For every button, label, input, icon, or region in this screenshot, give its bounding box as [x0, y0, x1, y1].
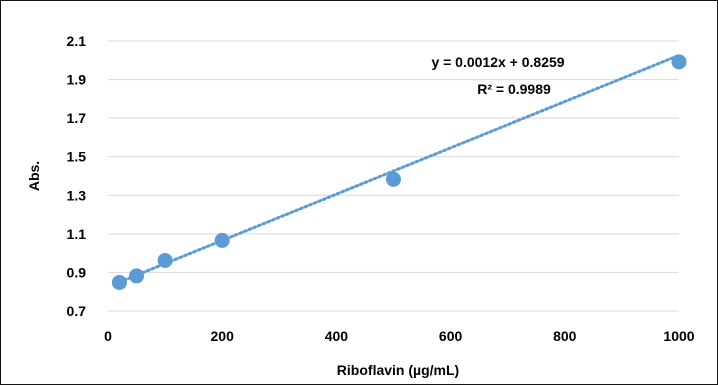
y-axis-label: Abs. [26, 161, 42, 191]
y-tick-label: 1.9 [67, 72, 87, 88]
trendline-equation: y = 0.0012x + 0.8259 [431, 54, 564, 70]
data-point [214, 232, 230, 248]
y-tick-label: 1.1 [67, 226, 87, 242]
x-tick-labels: 0 200 400 600 800 1000 [104, 328, 695, 344]
r-squared-label: R² = 0.9989 [477, 81, 551, 97]
trendline [117, 53, 681, 284]
x-tick-label: 1000 [663, 328, 694, 344]
data-point [111, 274, 127, 290]
y-tick-label: 0.9 [67, 264, 87, 280]
x-tick-label: 800 [553, 328, 577, 344]
data-point [386, 171, 401, 187]
x-tick-label: 600 [439, 328, 463, 344]
y-tick-label: 1.5 [67, 149, 87, 165]
x-axis-label: Riboflavin (µg/mL) [337, 362, 459, 378]
data-point [671, 54, 687, 70]
y-tick-label: 1.7 [67, 110, 87, 126]
x-tick-label: 0 [104, 328, 112, 344]
y-tick-label: 0.7 [67, 303, 87, 319]
data-points [111, 54, 687, 290]
gridlines [108, 40, 679, 312]
x-tick-label: 200 [211, 328, 235, 344]
x-tick-label: 400 [325, 328, 349, 344]
y-tick-label: 2.1 [67, 33, 87, 49]
data-point [129, 268, 145, 284]
y-tick-labels: 0.7 0.9 1.1 1.3 1.5 1.7 1.9 2.1 [67, 33, 87, 319]
y-tick-label: 1.3 [67, 187, 87, 203]
trendline-path [117, 53, 681, 284]
data-point [157, 252, 173, 268]
